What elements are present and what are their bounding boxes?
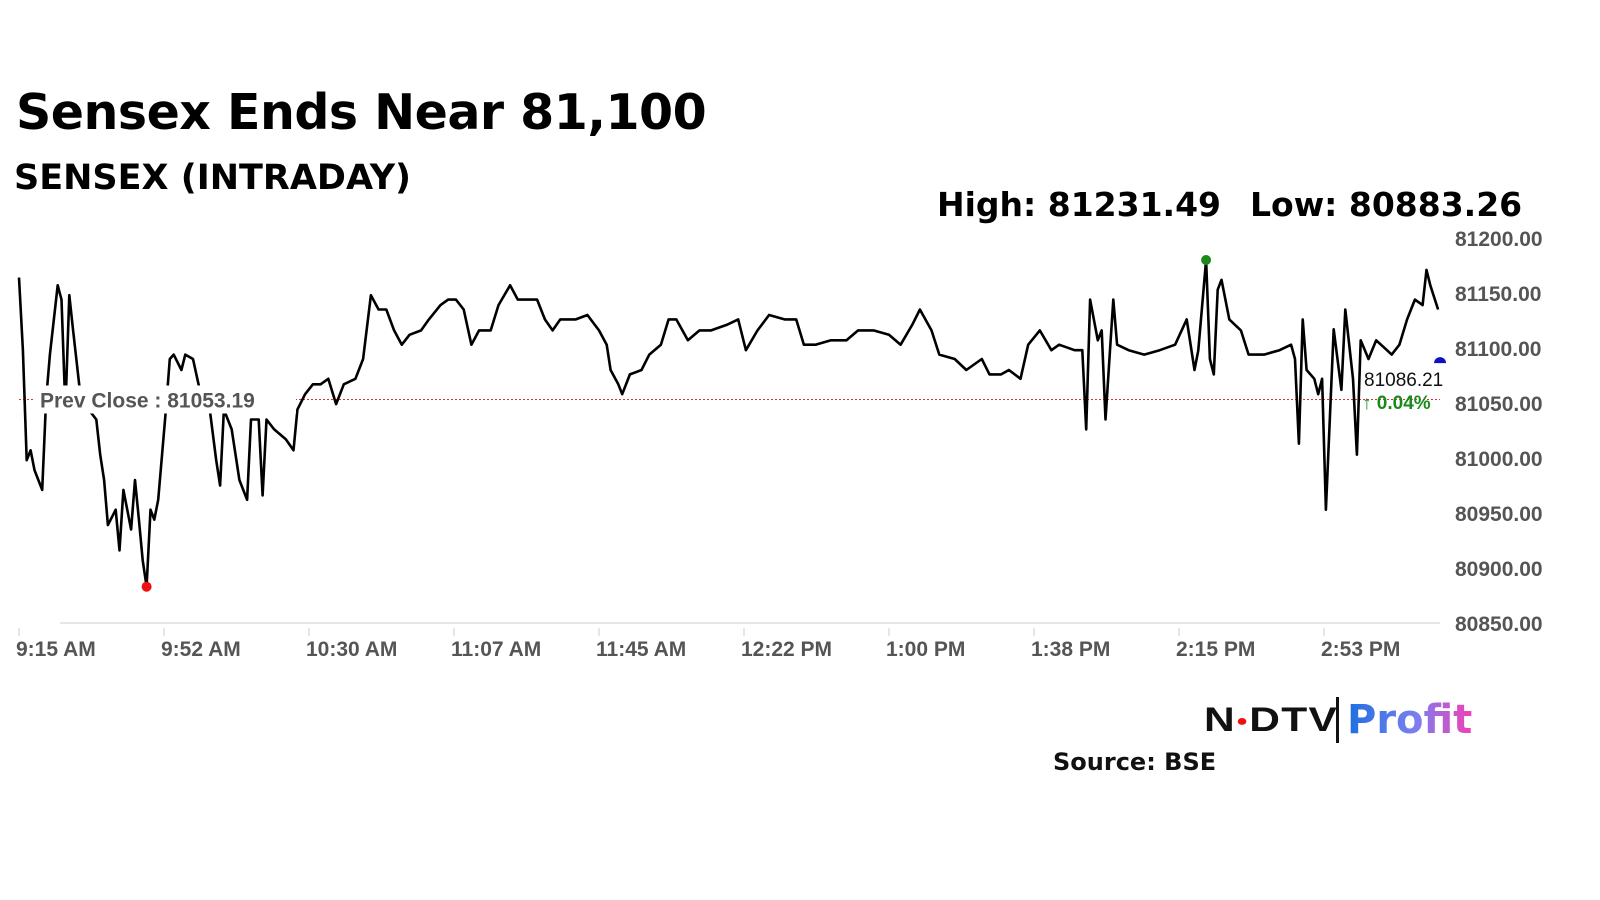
change-label: ↑ 0.04% bbox=[1362, 393, 1431, 414]
last-value-label: 81086.21 bbox=[1364, 370, 1443, 391]
logo-divider bbox=[1336, 697, 1339, 743]
x-tick-label: 11:07 AM bbox=[451, 638, 541, 661]
y-tick-label: 81150.00 bbox=[1455, 283, 1541, 306]
chart-headline: Sensex Ends Near 81,100 bbox=[16, 84, 707, 141]
sensex-line bbox=[17, 258, 1440, 588]
y-tick-label: 81200.00 bbox=[1455, 228, 1543, 251]
high-label: High: 81231.49 bbox=[937, 185, 1221, 224]
x-tick-label: 12:22 PM bbox=[741, 638, 832, 661]
logo-profit: Profit bbox=[1347, 697, 1473, 743]
low-label: Low: 80883.26 bbox=[1250, 185, 1523, 224]
low-marker bbox=[141, 581, 152, 592]
chart-subtitle: SENSEX (INTRADAY) bbox=[14, 158, 412, 198]
prev-close-label-bg bbox=[34, 385, 296, 414]
x-tick-label: 2:53 PM bbox=[1321, 638, 1400, 661]
source-note: Source: BSE bbox=[1053, 748, 1217, 776]
x-tick-label: 9:52 AM bbox=[161, 638, 241, 661]
x-tick-label: 10:30 AM bbox=[306, 638, 397, 661]
y-tick-label: 80850.00 bbox=[1455, 613, 1543, 636]
logo-ndtv: N●DTV bbox=[1204, 700, 1339, 739]
last-value-marker bbox=[1434, 357, 1447, 364]
ndtv-profit-logo: N●DTV Profit bbox=[1204, 696, 1472, 744]
x-tick-label: 9:15 AM bbox=[16, 638, 96, 661]
y-tick-label: 80900.00 bbox=[1455, 558, 1543, 581]
y-tick-label: 81100.00 bbox=[1455, 338, 1541, 361]
x-tick-label: 11:45 AM bbox=[596, 638, 686, 661]
prev-close-label: Prev Close : 81053.19 bbox=[40, 389, 255, 412]
x-tick-label: 1:38 PM bbox=[1031, 638, 1110, 661]
x-tick-label: 2:15 PM bbox=[1176, 638, 1255, 661]
high-marker bbox=[1201, 255, 1212, 265]
y-tick-label: 81000.00 bbox=[1455, 448, 1543, 471]
x-tick-label: 1:00 PM bbox=[886, 638, 965, 661]
y-tick-label: 81050.00 bbox=[1455, 393, 1543, 416]
y-tick-label: 80950.00 bbox=[1455, 503, 1543, 526]
